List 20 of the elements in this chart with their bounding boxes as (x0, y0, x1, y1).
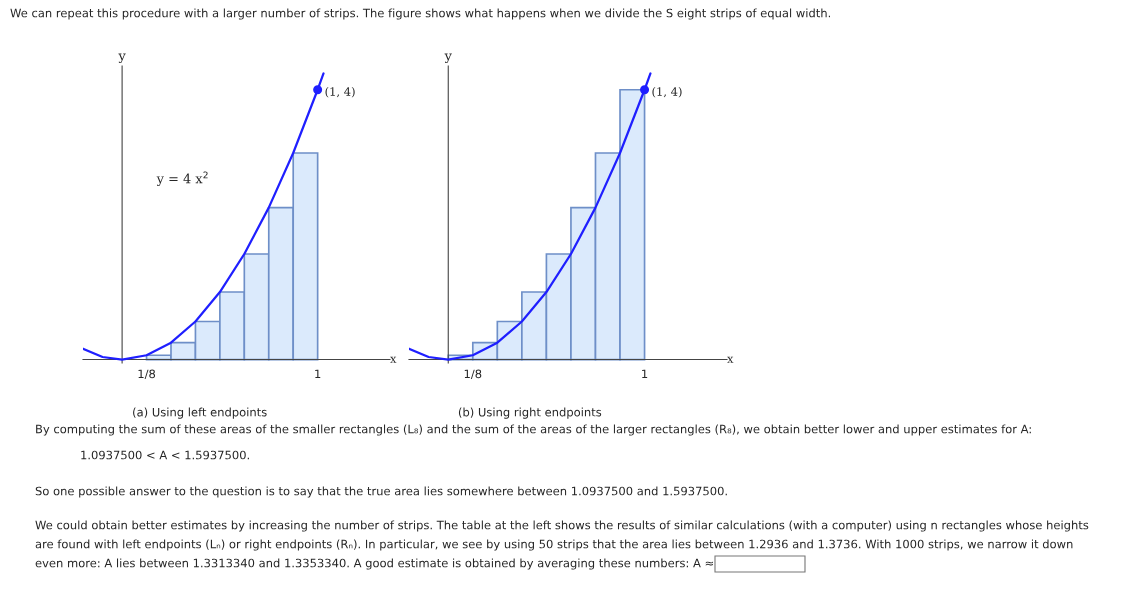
x-axis-title: x (727, 356, 734, 363)
x-tick-label: 1 (315, 369, 321, 379)
annotation: (1, 4) (652, 86, 682, 98)
text: (a) Using left endpoints (133, 407, 267, 419)
text: (b) Using right endpoints (458, 407, 602, 419)
x-tick-label: 1/8 (464, 369, 482, 380)
x-tick-label: 1 (642, 369, 648, 379)
y-axis-title: y (444, 53, 452, 64)
annotation: (1, 4) (325, 86, 355, 98)
text: are found with left endpoints (Lₙ) or right endpoints (Rₙ). In particular, we see by using 50 strips that the area lies between 1.2936 and 1.3736. With 1000 strips, we narrow it down (35, 539, 1073, 551)
x-tick-label: 1/8 (138, 369, 156, 380)
text: We can repeat this procedure with a larger number of strips. The figure shows what happens when we divide the S eight strips of equal width. (10, 8, 831, 20)
y-axis-title: y (118, 53, 126, 64)
annotation: y = 4 x$^{2}$ (156, 171, 208, 187)
text: By computing the sum of these areas of the smaller rectangles (L₈) and the sum of the areas of the larger rectangles (R₈), we obtain better lower and upper estimates for A: (36, 424, 1031, 436)
text: even more: A lies between 1.3313340 and 1.3353340. A good estimate is obtained by averaging these numbers: A ≈ (35, 558, 713, 570)
x-axis-title: x (390, 356, 397, 363)
text: 1.0937500 < A < 1.5937500. (81, 450, 249, 460)
text: We could obtain better estimates by increasing the number of strips. The table at the left shows the results of similar calculations (with a computer) using n rectangles whose heights (35, 520, 1089, 532)
text: So one possible answer to the question is to say that the true area lies somewhere between 1.0937500 and 1.5937500. (35, 486, 727, 498)
